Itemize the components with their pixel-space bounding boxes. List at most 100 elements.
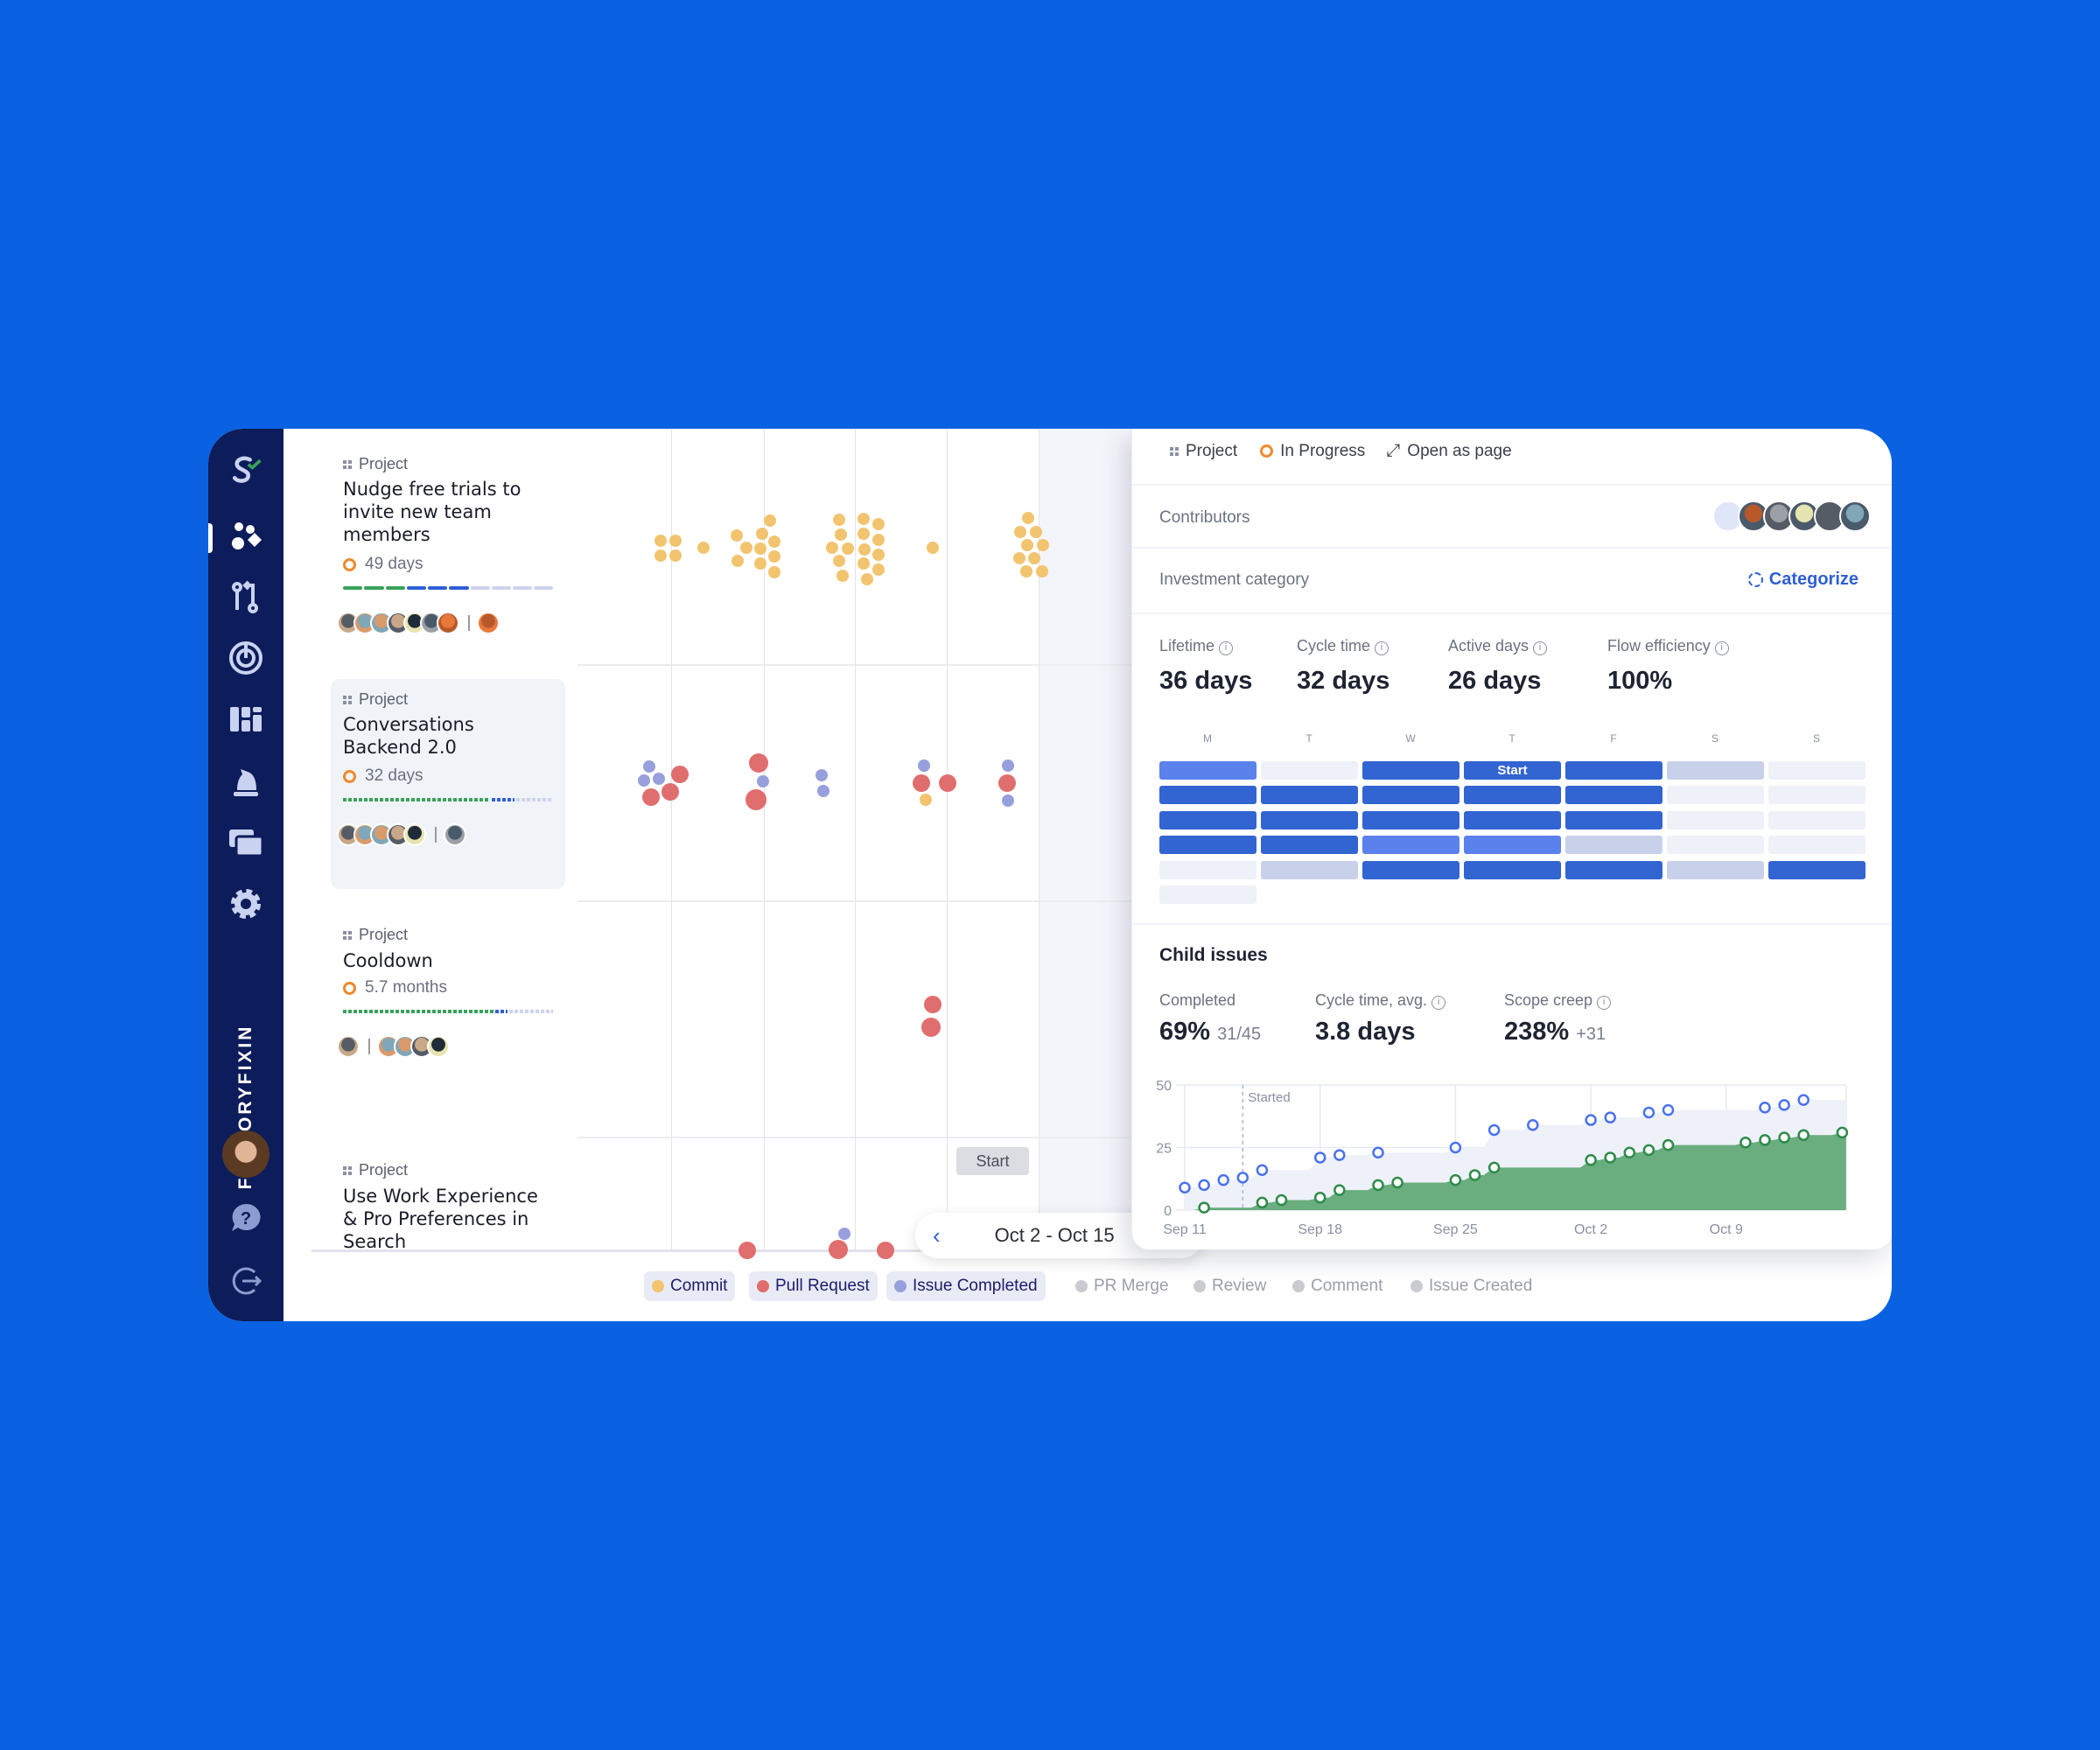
activity-cell[interactable] xyxy=(1261,786,1358,805)
target-icon[interactable] xyxy=(228,640,264,676)
info-icon[interactable]: i xyxy=(1714,641,1729,655)
issue-completed-dot[interactable] xyxy=(1002,760,1014,772)
activity-cell[interactable] xyxy=(1768,761,1866,780)
activity-cell[interactable] xyxy=(1464,836,1561,855)
completed-point[interactable] xyxy=(1836,1126,1849,1139)
commit-dot[interactable] xyxy=(861,573,873,585)
commit-dot[interactable] xyxy=(756,528,768,540)
completed-point[interactable] xyxy=(1623,1146,1636,1158)
pull-request-dot[interactable] xyxy=(921,1018,941,1037)
activity-cell[interactable] xyxy=(1159,761,1256,780)
avatar[interactable] xyxy=(337,1035,360,1058)
activity-cell[interactable] xyxy=(1667,860,1764,879)
activity-cell[interactable] xyxy=(1362,786,1460,805)
completed-point[interactable] xyxy=(1585,1154,1597,1166)
scope-point[interactable] xyxy=(1527,1119,1539,1131)
activity-cell[interactable] xyxy=(1768,836,1866,855)
info-icon[interactable]: i xyxy=(1533,641,1548,655)
project-title[interactable]: Use Work Experience & Pro Preferences in… xyxy=(343,1186,538,1252)
scope-point[interactable] xyxy=(1778,1099,1790,1111)
commit-dot[interactable] xyxy=(768,550,780,563)
activity-cell[interactable] xyxy=(1565,836,1662,855)
scope-point[interactable] xyxy=(1585,1114,1597,1126)
avatar[interactable] xyxy=(403,823,426,846)
activity-cell[interactable] xyxy=(1667,761,1764,780)
scope-point[interactable] xyxy=(1334,1149,1346,1161)
activity-cell[interactable] xyxy=(1667,810,1764,830)
commit-dot[interactable] xyxy=(872,534,885,546)
commit-dot[interactable] xyxy=(768,536,780,548)
info-icon[interactable]: i xyxy=(1432,996,1446,1010)
completed-point[interactable] xyxy=(1468,1169,1481,1181)
activity-cell[interactable] xyxy=(1362,860,1460,879)
info-icon[interactable]: i xyxy=(1375,641,1390,655)
activity-cell[interactable] xyxy=(1261,860,1358,879)
commit-dot[interactable] xyxy=(826,542,838,554)
info-icon[interactable]: i xyxy=(1597,996,1612,1010)
scope-point[interactable] xyxy=(1488,1124,1501,1137)
issue-completed-dot[interactable] xyxy=(816,769,828,781)
pull-request-dot[interactable] xyxy=(877,1242,894,1259)
gear-icon[interactable] xyxy=(228,886,264,922)
pull-request-icon[interactable] xyxy=(228,579,264,616)
pull-request-dot[interactable] xyxy=(749,753,768,773)
completed-point[interactable] xyxy=(1604,1152,1616,1164)
completed-point[interactable] xyxy=(1642,1144,1656,1157)
scope-point[interactable] xyxy=(1449,1141,1462,1154)
contributor-avatar[interactable] xyxy=(1839,500,1871,532)
commit-dot[interactable] xyxy=(1020,565,1032,578)
avatar[interactable] xyxy=(437,612,459,634)
completed-point[interactable] xyxy=(1740,1137,1752,1149)
status[interactable]: In Progress xyxy=(1280,441,1366,460)
help-icon[interactable]: ? xyxy=(228,1200,264,1236)
commit-dot[interactable] xyxy=(858,513,870,525)
activity-cell[interactable] xyxy=(1159,786,1256,805)
pull-request-dot[interactable] xyxy=(642,788,660,806)
legend-filter-commit[interactable]: Commit xyxy=(644,1271,736,1301)
completed-point[interactable] xyxy=(1334,1184,1346,1196)
completed-point[interactable] xyxy=(1391,1176,1404,1189)
pull-request-dot[interactable] xyxy=(913,774,930,792)
legend-filter-review[interactable]: Review xyxy=(1186,1271,1274,1301)
completed-point[interactable] xyxy=(1198,1201,1210,1214)
activity-cell[interactable] xyxy=(1667,836,1764,855)
pull-request-dot[interactable] xyxy=(924,996,942,1013)
scope-point[interactable] xyxy=(1372,1146,1384,1158)
completed-point[interactable] xyxy=(1662,1138,1675,1152)
completed-point[interactable] xyxy=(1778,1131,1790,1144)
commit-dot[interactable] xyxy=(654,535,667,547)
commit-dot[interactable] xyxy=(731,529,743,542)
activity-cell[interactable] xyxy=(1159,810,1256,830)
pull-request-dot[interactable] xyxy=(662,783,679,801)
issue-completed-dot[interactable] xyxy=(1002,794,1014,807)
commit-dot[interactable] xyxy=(1014,526,1026,538)
activity-cell[interactable] xyxy=(1362,810,1460,830)
activity-cell[interactable] xyxy=(1362,836,1460,855)
activity-cell[interactable] xyxy=(1667,786,1764,805)
commit-dot[interactable] xyxy=(836,570,849,582)
activity-cell[interactable] xyxy=(1768,860,1866,879)
commit-dot[interactable] xyxy=(835,528,847,541)
commit-dot[interactable] xyxy=(927,542,939,554)
avatar[interactable] xyxy=(427,1035,450,1058)
completed-point[interactable] xyxy=(1488,1161,1501,1174)
dashboard-icon[interactable] xyxy=(228,701,264,738)
legend-filter-comment[interactable]: Comment xyxy=(1284,1271,1390,1301)
activity-cell[interactable] xyxy=(1159,860,1256,879)
commit-dot[interactable] xyxy=(858,557,870,570)
logo-icon[interactable] xyxy=(228,453,264,490)
scope-point[interactable] xyxy=(1198,1179,1210,1192)
avatar[interactable] xyxy=(222,1130,270,1178)
activity-cell[interactable] xyxy=(1565,860,1662,879)
activity-cell[interactable] xyxy=(1565,810,1662,830)
completed-point[interactable] xyxy=(1256,1196,1269,1209)
completed-point[interactable] xyxy=(1449,1173,1462,1186)
commit-dot[interactable] xyxy=(764,514,776,527)
pull-request-dot[interactable] xyxy=(671,766,689,783)
commit-dot[interactable] xyxy=(1022,512,1034,524)
activity-cell[interactable] xyxy=(1464,860,1561,879)
project-title[interactable]: Nudge free trials to invite new team mem… xyxy=(343,479,522,545)
scope-point[interactable] xyxy=(1179,1181,1191,1194)
commit-dot[interactable] xyxy=(872,549,885,561)
scope-point[interactable] xyxy=(1256,1164,1269,1176)
